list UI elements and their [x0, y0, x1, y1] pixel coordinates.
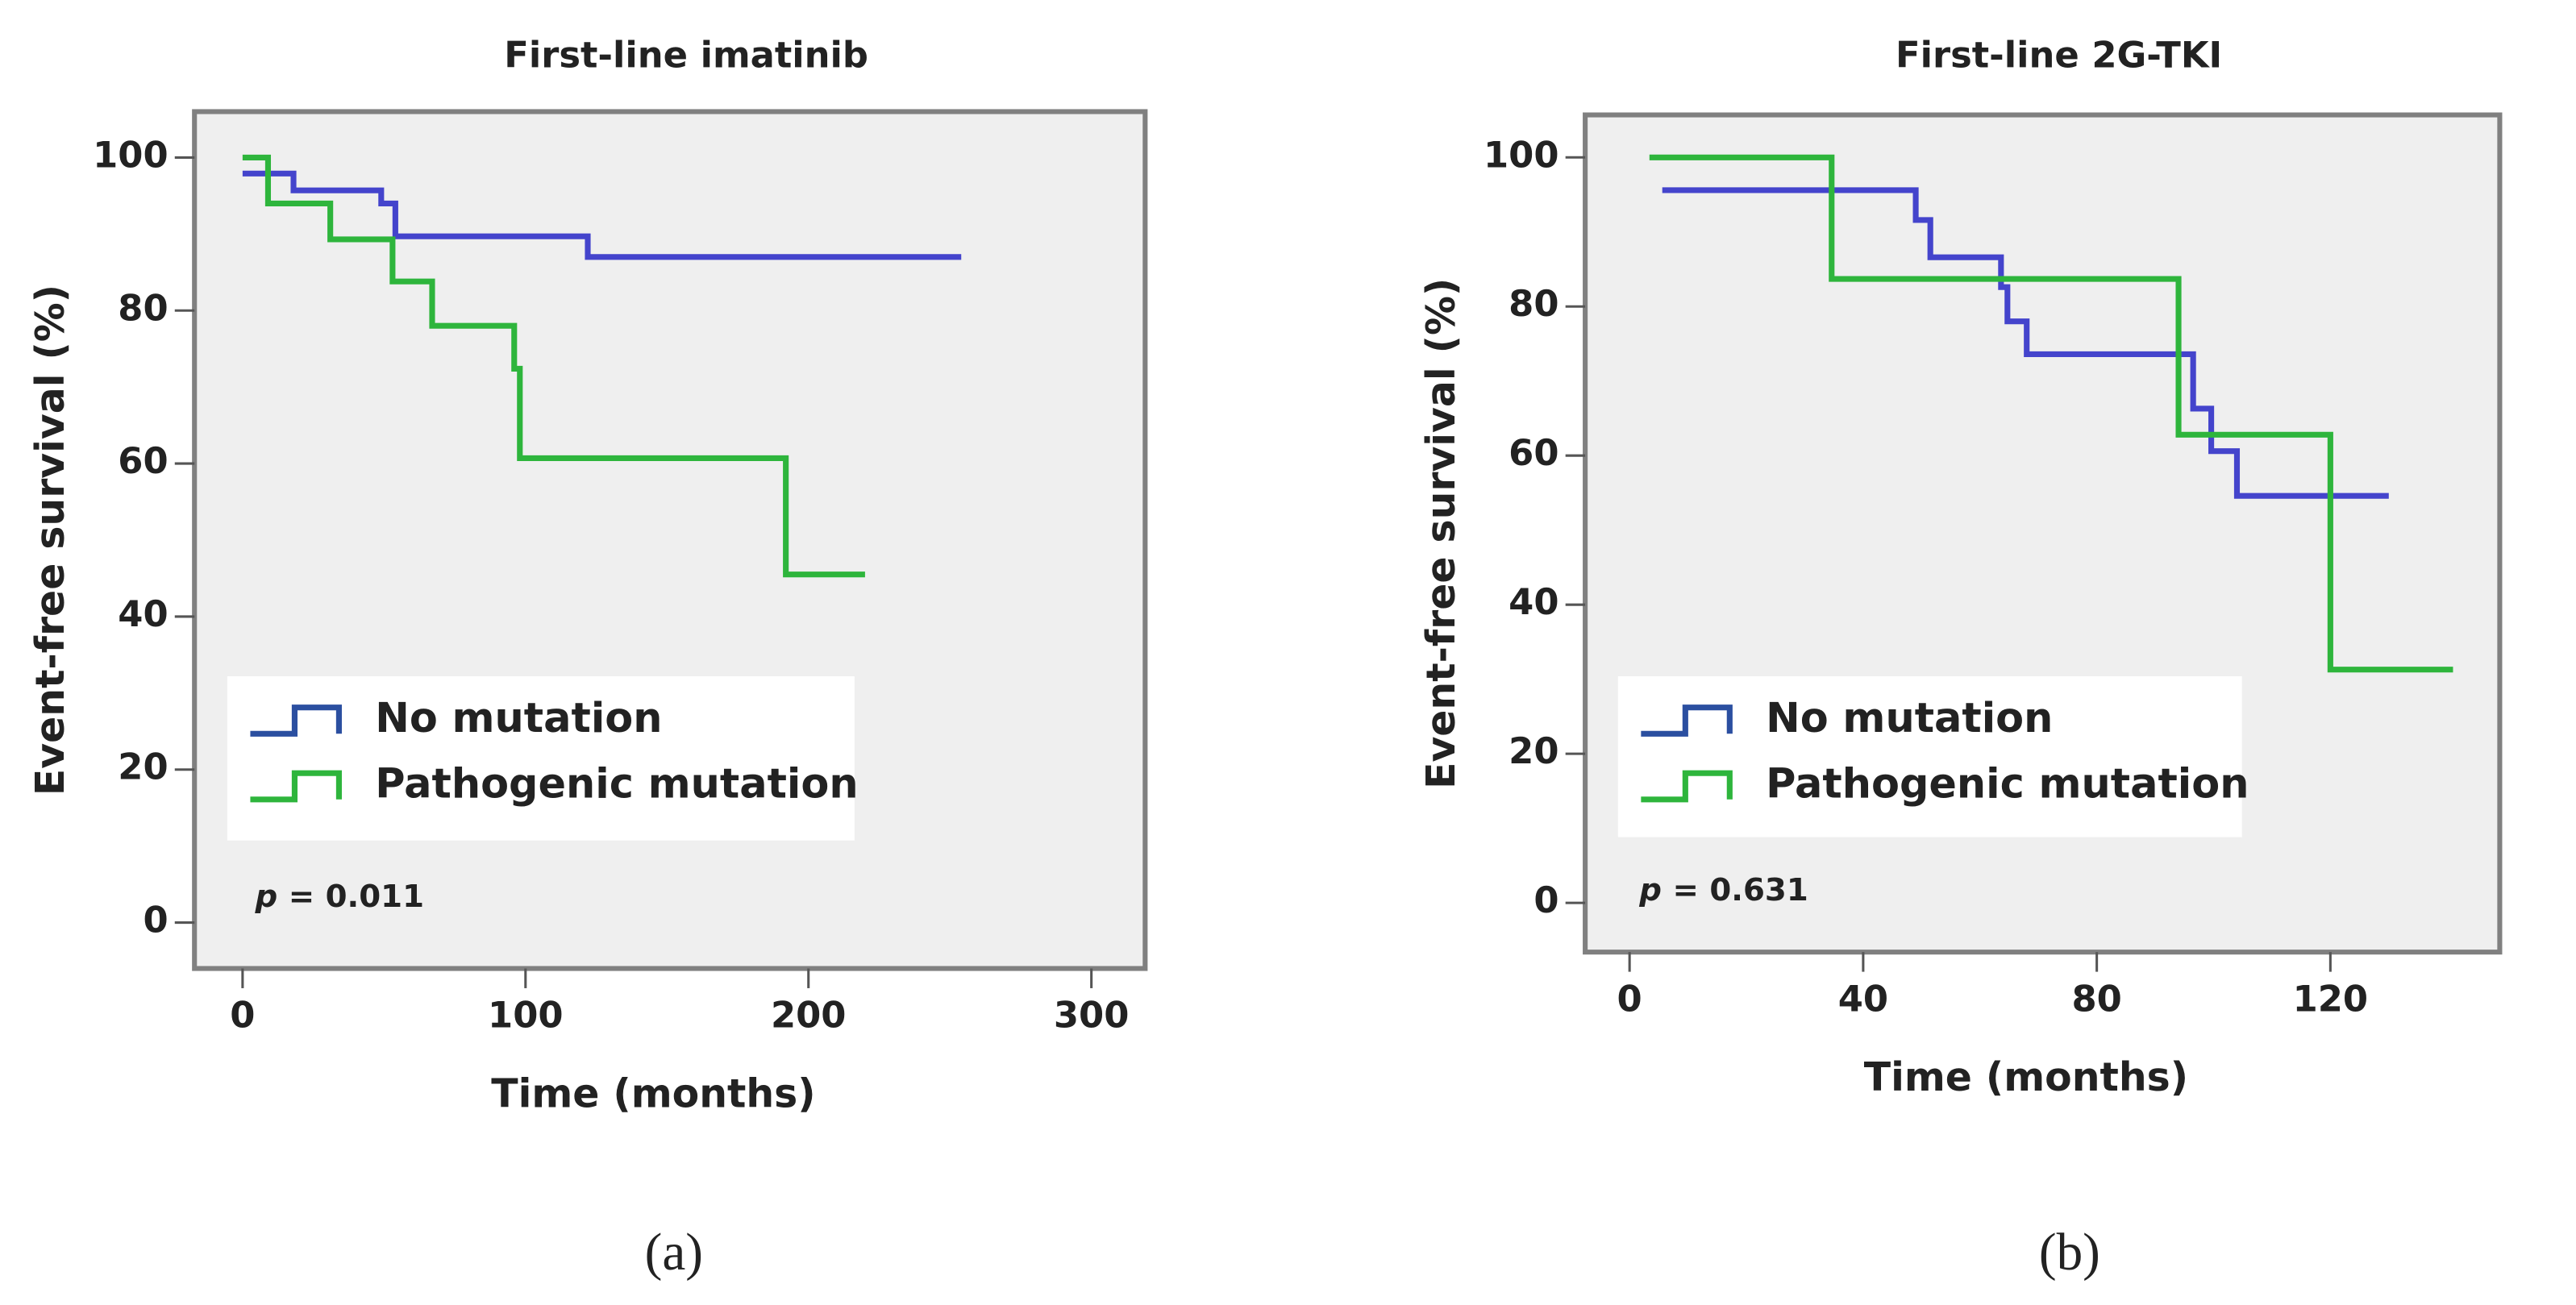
y-tick-label: 0 — [1534, 879, 1559, 921]
legend-swatch — [250, 770, 342, 803]
x-tick-label: 300 — [1054, 994, 1130, 1037]
x-tick-label: 100 — [488, 994, 564, 1037]
panel-label: (b) — [2039, 1224, 2100, 1282]
legend-box — [227, 676, 855, 841]
x-tick-label: 0 — [1617, 977, 1642, 1020]
p-text: = 0.631 — [1672, 871, 1808, 908]
y-tick-label: 20 — [1509, 729, 1559, 772]
survival-curve — [242, 154, 865, 578]
y-tick-label: 0 — [143, 899, 168, 941]
legend-label: No mutation — [375, 695, 662, 742]
chart-title: First-line imatinib — [504, 33, 868, 76]
p-symbol: p — [1638, 871, 1662, 908]
survival-curve — [242, 170, 962, 260]
y-tick-label: 40 — [1509, 580, 1559, 623]
y-axis-title: Event-free survival (%) — [27, 285, 73, 796]
y-tick-label: 80 — [118, 286, 168, 329]
x-tick-label: 120 — [2293, 977, 2369, 1020]
p-symbol: p — [255, 878, 278, 914]
x-axis-title: Time (months) — [491, 1070, 815, 1116]
x-tick-label: 200 — [771, 994, 847, 1037]
legend-label: Pathogenic mutation — [375, 760, 858, 808]
legend-swatch — [1641, 770, 1733, 803]
chart-title: First-line 2G-TKI — [1896, 33, 2222, 76]
legend-swatch — [1641, 704, 1733, 737]
x-tick-label: 40 — [1838, 977, 1888, 1020]
x-tick-label: 80 — [2071, 977, 2121, 1020]
panel-label: (a) — [645, 1224, 703, 1282]
y-tick-label: 100 — [93, 133, 169, 176]
x-axis-title: Time (months) — [1864, 1054, 2188, 1100]
y-tick-label: 20 — [118, 746, 168, 788]
y-axis-title: Event-free survival (%) — [1418, 278, 1464, 789]
legend-label: Pathogenic mutation — [1766, 760, 2249, 808]
y-tick-label: 60 — [118, 439, 168, 482]
survival-curve — [1662, 187, 2389, 499]
legend-label: No mutation — [1766, 695, 2053, 742]
legend-swatch — [250, 704, 342, 737]
p-value: p = 0.011 — [255, 878, 424, 914]
y-tick-label: 100 — [1484, 133, 1559, 176]
x-tick-label: 0 — [230, 994, 255, 1037]
y-tick-label: 40 — [118, 592, 168, 635]
y-tick-label: 80 — [1509, 282, 1559, 325]
p-text: = 0.011 — [289, 878, 424, 914]
legend-box — [1617, 676, 2242, 837]
survival-curve — [1649, 154, 2453, 673]
p-value: p = 0.631 — [1638, 871, 1808, 908]
y-tick-label: 60 — [1509, 431, 1559, 474]
